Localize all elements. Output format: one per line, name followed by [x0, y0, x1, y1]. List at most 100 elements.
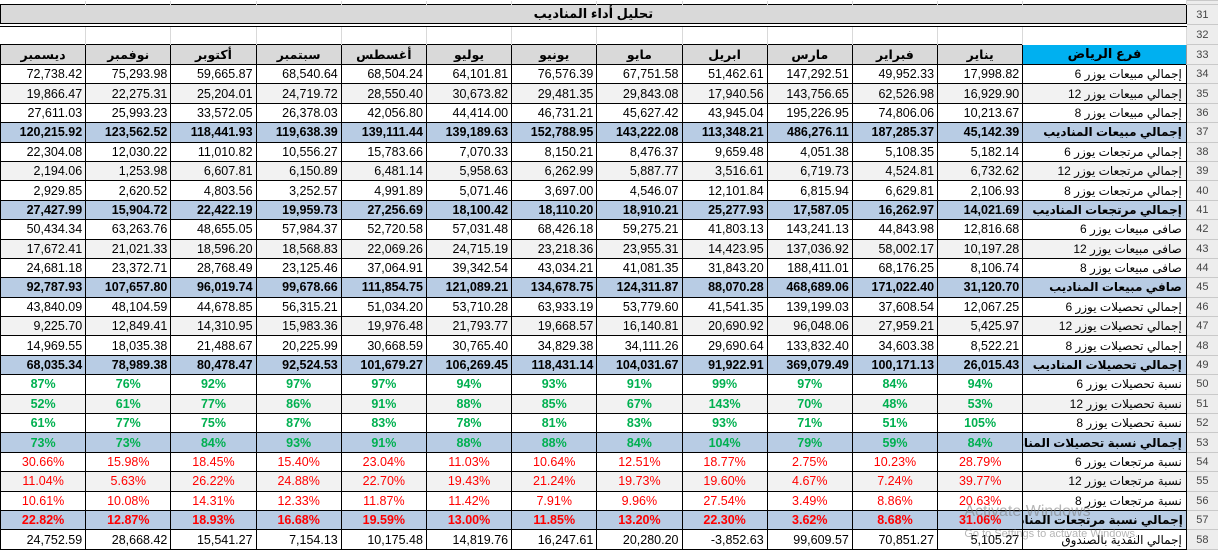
row-number[interactable]: 44	[1185, 257, 1218, 279]
data-cell[interactable]: 49,952.33	[851, 63, 939, 85]
row-label[interactable]: إجمالي مرتجعات يوزر 12	[1022, 160, 1187, 182]
data-cell[interactable]: 2,194.06	[0, 160, 87, 182]
data-cell[interactable]: 96,019.74	[170, 277, 257, 298]
row-label[interactable]: إجمالي مرتجعات المناديب	[1022, 199, 1187, 221]
data-cell[interactable]: 14,819.76	[425, 529, 513, 550]
data-cell[interactable]: 92%	[170, 374, 257, 395]
data-cell[interactable]: 79%	[766, 432, 853, 453]
empty-cell[interactable]	[426, 0, 513, 5]
data-cell[interactable]: 4,991.89	[340, 180, 427, 201]
data-cell[interactable]: 11.85%	[511, 509, 598, 531]
data-cell[interactable]: 18,100.42	[425, 199, 513, 221]
data-cell[interactable]: 9.96%	[596, 490, 683, 511]
data-cell[interactable]: 23,125.46	[255, 257, 342, 279]
data-cell[interactable]: 15,541.27	[170, 529, 257, 550]
data-cell[interactable]: 27,256.69	[340, 199, 427, 221]
row-number[interactable]: 42	[1185, 219, 1218, 240]
data-cell[interactable]: 4,524.81	[851, 160, 939, 182]
month-header-cell[interactable]: يونيو	[511, 44, 598, 65]
data-cell[interactable]: 20,225.99	[255, 335, 342, 356]
data-cell[interactable]: 50,434.34	[0, 219, 87, 240]
data-cell[interactable]: 53,779.60	[596, 296, 683, 318]
data-cell[interactable]: 96,048.06	[766, 316, 853, 337]
data-cell[interactable]: 41,541.35	[681, 296, 768, 318]
data-cell[interactable]: 84%	[851, 374, 939, 395]
data-cell[interactable]: 88%	[425, 432, 513, 453]
data-cell[interactable]: 113,348.21	[681, 122, 768, 143]
data-cell[interactable]: 8,476.37	[596, 141, 683, 162]
data-cell[interactable]: 99%	[681, 374, 768, 395]
data-cell[interactable]: 6,719.73	[766, 160, 853, 182]
month-header-cell[interactable]: سبتمبر	[255, 44, 342, 65]
data-cell[interactable]: 9,225.70	[0, 316, 87, 337]
data-cell[interactable]: 22,069.26	[340, 238, 427, 259]
data-cell[interactable]: 68,426.18	[511, 219, 598, 240]
data-cell[interactable]: 24,681.18	[0, 257, 87, 279]
data-cell[interactable]: 86%	[255, 393, 342, 415]
data-cell[interactable]: 16.68%	[255, 509, 342, 531]
data-cell[interactable]: 41,081.35	[596, 257, 683, 279]
data-cell[interactable]: 14,969.55	[0, 335, 87, 356]
month-header-cell[interactable]: ابريل	[681, 44, 768, 65]
row-label[interactable]: إجمالي تحصيلات يوزر 8	[1022, 335, 1187, 356]
data-cell[interactable]: 61%	[85, 393, 172, 415]
data-cell[interactable]: 76,576.39	[511, 63, 598, 85]
data-cell[interactable]: 53%	[937, 393, 1024, 415]
row-label[interactable]: صافى مبيعات يوزر 8	[1022, 257, 1187, 279]
empty-cell[interactable]	[85, 0, 172, 5]
data-cell[interactable]: 5,425.97	[937, 316, 1024, 337]
empty-cell[interactable]	[682, 24, 768, 45]
data-cell[interactable]: 26,015.43	[937, 354, 1024, 376]
data-cell[interactable]: 31,120.70	[937, 277, 1024, 298]
row-label[interactable]: صافي مبيعات المناديب	[1022, 277, 1187, 298]
row-number[interactable]: 43	[1185, 238, 1218, 259]
data-cell[interactable]: 13.20%	[596, 509, 683, 531]
data-cell[interactable]: 187,285.37	[851, 122, 939, 143]
row-label[interactable]: نسبة مرتجعات يوزر 6	[1022, 451, 1187, 473]
data-cell[interactable]: 99,609.57	[766, 529, 853, 550]
data-cell[interactable]: 15,783.66	[340, 141, 427, 162]
data-cell[interactable]: 118,441.93	[170, 122, 257, 143]
data-cell[interactable]: 11.87%	[340, 490, 427, 511]
data-cell[interactable]: 10.64%	[511, 451, 598, 473]
data-cell[interactable]: 486,276.11	[766, 122, 853, 143]
row-number[interactable]: 57	[1185, 509, 1218, 531]
data-cell[interactable]: 97%	[766, 374, 853, 395]
empty-cell[interactable]	[256, 24, 342, 45]
empty-cell[interactable]	[1022, 24, 1187, 45]
row-label[interactable]: إجمالي نسبة تحصيلات المناديب	[1022, 432, 1187, 453]
data-cell[interactable]: 84%	[937, 432, 1024, 453]
data-cell[interactable]: 6,732.62	[937, 160, 1024, 182]
data-cell[interactable]: 67%	[596, 393, 683, 415]
data-cell[interactable]: 94%	[937, 374, 1024, 395]
data-cell[interactable]: 78%	[425, 413, 513, 434]
data-cell[interactable]: 6,481.14	[340, 160, 427, 182]
data-cell[interactable]: 43,034.21	[511, 257, 598, 279]
empty-cell[interactable]	[852, 24, 939, 45]
data-cell[interactable]: 70%	[766, 393, 853, 415]
data-cell[interactable]: 15,904.72	[85, 199, 172, 221]
empty-cell[interactable]	[170, 0, 257, 5]
data-cell[interactable]: 94%	[425, 374, 513, 395]
data-cell[interactable]: 12.51%	[596, 451, 683, 473]
empty-cell[interactable]	[767, 24, 853, 45]
data-cell[interactable]: 57,031.48	[425, 219, 513, 240]
row-label[interactable]: إجمالي تحصيلات يوزر 6	[1022, 296, 1187, 318]
data-cell[interactable]: 23,218.36	[511, 238, 598, 259]
data-cell[interactable]: 16,140.81	[596, 316, 683, 337]
data-cell[interactable]: 34,111.26	[596, 335, 683, 356]
data-cell[interactable]: 63,263.76	[85, 219, 172, 240]
row-number[interactable]: 36	[1185, 102, 1218, 124]
data-cell[interactable]: 5,887.77	[596, 160, 683, 182]
data-cell[interactable]: 3.62%	[766, 509, 853, 531]
data-cell[interactable]: 7.24%	[851, 471, 939, 492]
data-cell[interactable]: 9,659.48	[681, 141, 768, 162]
data-cell[interactable]: 124,311.87	[596, 277, 683, 298]
data-cell[interactable]: 29,843.08	[596, 83, 683, 104]
data-cell[interactable]: 75,293.98	[85, 63, 172, 85]
data-cell[interactable]: 39,342.54	[425, 257, 513, 279]
data-cell[interactable]: 51,034.20	[340, 296, 427, 318]
data-cell[interactable]: 143,222.08	[596, 122, 683, 143]
data-cell[interactable]: 18,910.21	[596, 199, 683, 221]
data-cell[interactable]: 10,175.48	[340, 529, 427, 550]
